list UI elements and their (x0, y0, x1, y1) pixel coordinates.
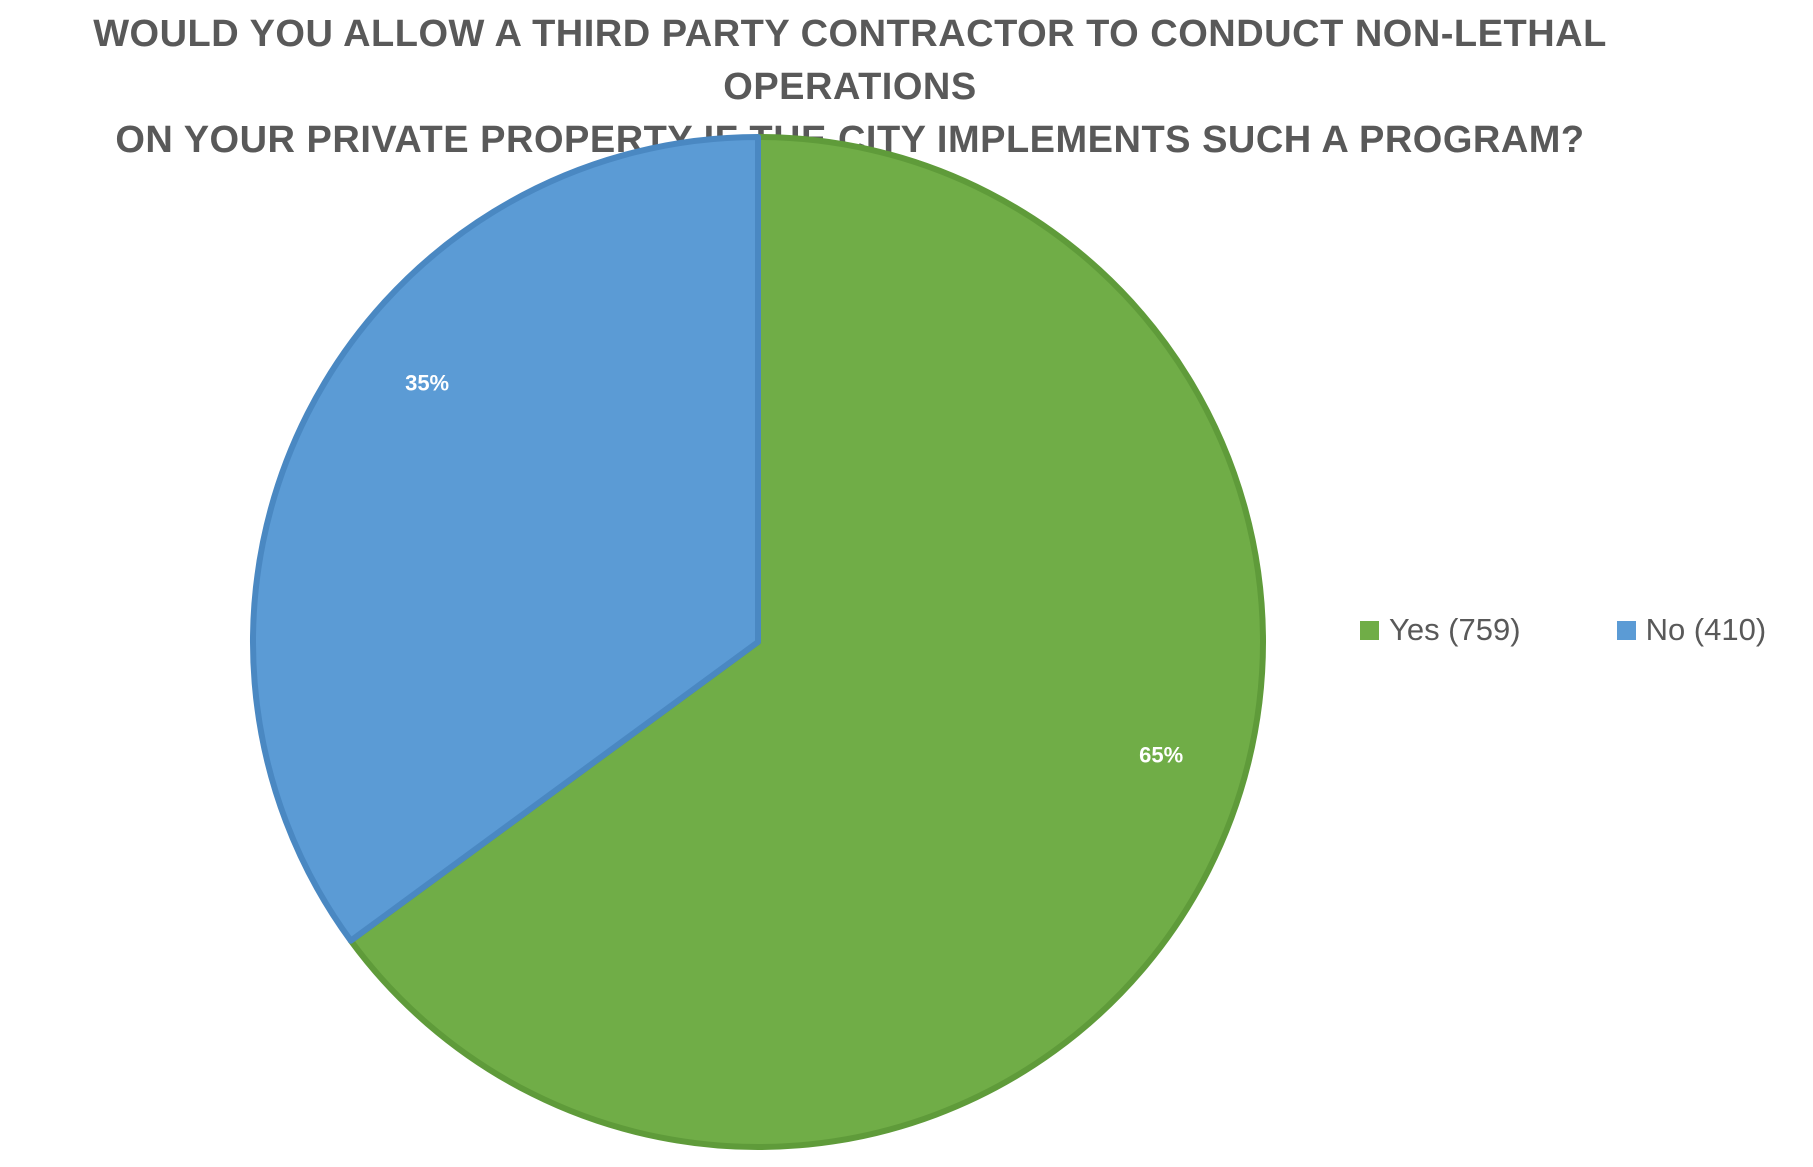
chart-title-line-1: WOULD YOU ALLOW A THIRD PARTY CONTRACTOR… (93, 13, 1607, 108)
legend-item-no: No (410) (1616, 612, 1767, 648)
chart-title: WOULD YOU ALLOW A THIRD PARTY CONTRACTOR… (0, 8, 1700, 167)
pie-slice-no (250, 134, 761, 944)
pie-slice-yes (347, 134, 1266, 1150)
data-label-no: 35% (405, 371, 449, 396)
legend: Yes (759) No (410) (1360, 612, 1766, 648)
data-label-yes: 65% (1139, 742, 1183, 767)
legend-label-no: No (410) (1645, 612, 1767, 647)
legend-swatch-yes (1360, 620, 1379, 640)
legend-label-yes: Yes (759) (1389, 612, 1521, 647)
legend-swatch-no (1616, 620, 1636, 640)
legend-item-yes: Yes (759) (1360, 612, 1521, 648)
